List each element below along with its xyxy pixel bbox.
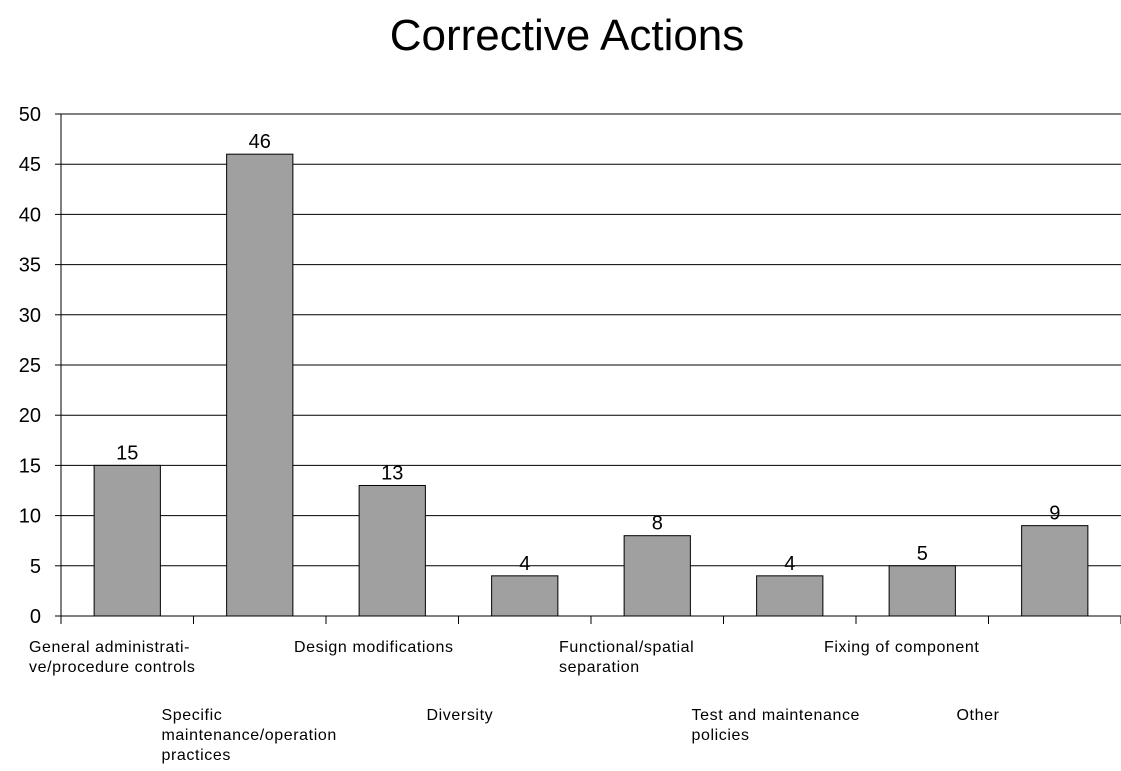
data-label: 15 [116, 442, 138, 464]
x-tick-label: Other [957, 707, 1000, 724]
y-tick-label: 10 [19, 506, 41, 528]
x-tick-label: Design modifications [294, 639, 454, 656]
axes [55, 113, 1121, 624]
data-labels: 15 46 13 4 8 4 5 9 [116, 131, 1060, 575]
gridlines [61, 113, 1121, 567]
data-label: 8 [652, 513, 663, 535]
bar [623, 535, 691, 617]
y-tick-label: 0 [30, 606, 41, 628]
data-label: 9 [1049, 503, 1060, 525]
data-label: 4 [784, 553, 795, 575]
x-tick-label: Test and maintenance policies [692, 707, 861, 744]
bar [226, 153, 294, 617]
bar [358, 484, 426, 617]
data-label: 4 [519, 553, 530, 575]
bar [756, 575, 824, 617]
y-tick-label: 30 [19, 305, 41, 327]
x-tick-label: Specific maintenance/operation practices [162, 707, 337, 764]
y-tick-label: 5 [30, 556, 41, 578]
x-tick-label: Fixing of component [824, 639, 979, 656]
x-tick-label: Diversity [427, 707, 494, 724]
y-tick-label: 45 [19, 154, 41, 176]
bar [93, 464, 161, 617]
bar [888, 565, 956, 617]
y-tick-label: 35 [19, 255, 41, 277]
chart-title: Corrective Actions [390, 11, 745, 60]
data-label: 13 [381, 462, 403, 484]
y-tick-label: 15 [19, 455, 41, 477]
y-tick-labels: 0 5 10 15 20 25 30 35 40 45 50 [19, 104, 41, 628]
y-tick-label: 40 [19, 204, 41, 226]
y-tick-label: 50 [19, 104, 41, 126]
x-tick-labels: General administrati-ve/procedure contro… [29, 639, 1000, 764]
x-tick-label: General administrati-ve/procedure contro… [29, 639, 195, 676]
bar [1021, 525, 1089, 617]
y-tick-label: 20 [19, 405, 41, 427]
data-label: 5 [917, 543, 928, 565]
y-tick-label: 25 [19, 355, 41, 377]
bar [491, 575, 559, 617]
bars [93, 153, 1089, 617]
data-label: 46 [249, 131, 271, 153]
x-tick-label: Functional/spatial separation [559, 639, 694, 676]
